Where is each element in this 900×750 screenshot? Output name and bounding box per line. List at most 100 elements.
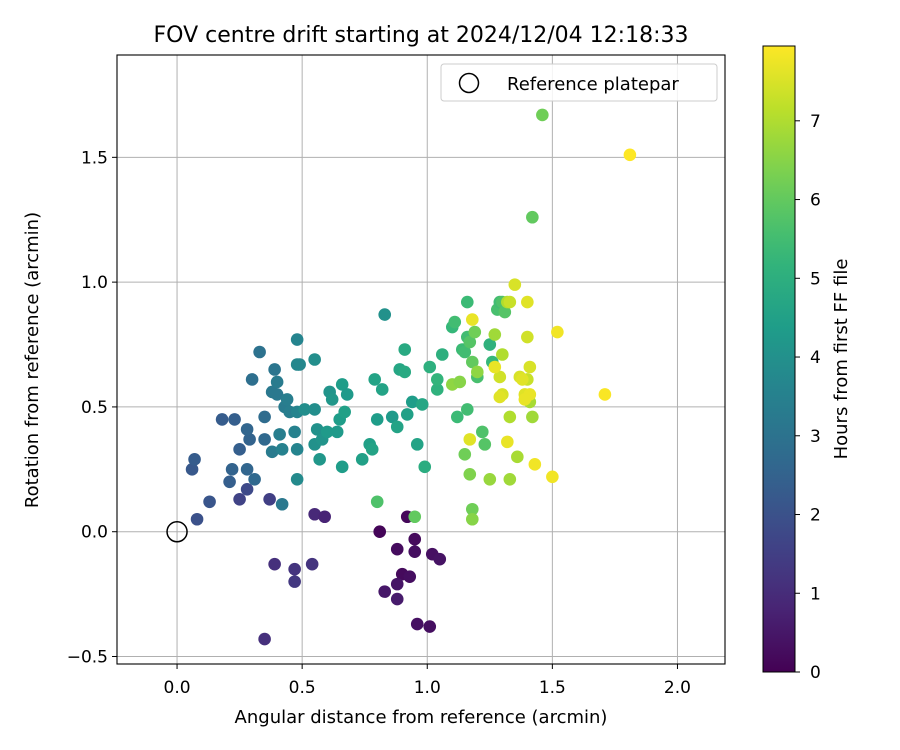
legend-label: Reference platepar [507, 74, 679, 95]
data-point [280, 393, 294, 406]
data-point [408, 510, 422, 524]
data-point [188, 453, 201, 466]
colorbar-gradient [762, 45, 796, 673]
data-point [390, 420, 404, 434]
data-point [273, 428, 286, 441]
data-point [233, 443, 246, 456]
points-layer [166, 108, 637, 646]
data-point [320, 425, 334, 439]
colorbar-tick-label: 7 [810, 112, 821, 132]
colorbar: 0 1 2 3 4 5 6 7 Hours from first FF file [762, 45, 852, 683]
data-point [511, 450, 524, 464]
data-point [253, 345, 266, 359]
data-point [240, 463, 254, 476]
data-point [258, 632, 271, 646]
data-point [190, 512, 204, 526]
data-point [288, 425, 301, 439]
data-point [290, 443, 304, 456]
data-point [405, 395, 419, 409]
data-point [258, 410, 271, 424]
x-tick-label: 1.0 [414, 678, 441, 698]
y-tick-label: 0.5 [81, 398, 108, 418]
data-point [308, 507, 321, 521]
plot-frame [116, 54, 726, 665]
data-point [465, 313, 479, 326]
data-point [465, 502, 479, 516]
data-point [493, 370, 507, 384]
colorbar-ticks: 0 1 2 3 4 5 6 7 [795, 112, 821, 683]
data-point [526, 410, 539, 424]
y-tick-label: −0.5 [67, 648, 108, 668]
data-point [483, 338, 497, 351]
data-point [478, 438, 492, 451]
data-point [325, 393, 339, 406]
colorbar-tick-label: 2 [810, 506, 821, 526]
data-point [270, 388, 284, 401]
data-point [521, 295, 534, 309]
data-point [338, 405, 351, 419]
data-point [233, 492, 246, 506]
data-point [263, 492, 276, 506]
data-point [458, 448, 472, 461]
data-point [408, 545, 422, 558]
data-point [410, 438, 424, 451]
data-point [430, 373, 444, 386]
data-point [225, 463, 239, 476]
data-point [418, 460, 432, 474]
colorbar-tick-label: 4 [810, 348, 821, 368]
data-point [275, 443, 289, 456]
data-point [298, 403, 311, 416]
data-point [290, 473, 304, 486]
data-point [293, 358, 306, 371]
data-point [503, 473, 517, 486]
x-tick-label: 0.5 [289, 678, 316, 698]
chart-title: FOV centre drift starting at 2024/12/04 … [154, 23, 689, 48]
data-point [501, 435, 514, 449]
data-point [528, 458, 542, 471]
data-point [458, 345, 472, 359]
data-point [378, 585, 392, 598]
data-point [335, 460, 349, 474]
data-point [488, 360, 502, 374]
data-point [460, 295, 474, 309]
data-point [215, 413, 229, 426]
data-point [493, 390, 507, 404]
data-point [460, 403, 474, 416]
data-point [463, 335, 477, 349]
data-point [498, 305, 512, 319]
data-point [390, 592, 404, 606]
data-point [470, 365, 484, 379]
colorbar-tick-label: 0 [810, 663, 821, 683]
colorbar-tick-label: 6 [810, 191, 821, 211]
data-point [488, 328, 502, 341]
x-tick-label: 0.0 [164, 678, 191, 698]
data-point [240, 423, 254, 436]
data-point [308, 403, 321, 416]
data-point [355, 453, 369, 466]
data-point [203, 495, 216, 509]
data-point [410, 617, 424, 631]
data-point [223, 475, 236, 489]
data-point [623, 148, 637, 162]
data-point [378, 308, 392, 321]
data-point [318, 510, 331, 524]
data-point [526, 210, 539, 224]
data-point [308, 353, 321, 366]
data-point [270, 375, 284, 389]
data-point [423, 620, 437, 633]
data-point [408, 532, 422, 546]
data-point [335, 378, 349, 391]
data-point [268, 557, 281, 571]
data-point [448, 315, 462, 329]
data-point [523, 360, 537, 374]
x-tick-label: 2.0 [664, 678, 691, 698]
data-point [430, 383, 444, 396]
data-point [400, 408, 414, 421]
data-point [423, 360, 437, 374]
data-point [536, 108, 549, 122]
data-point [245, 373, 259, 386]
data-point [275, 497, 289, 511]
data-point [468, 325, 482, 339]
